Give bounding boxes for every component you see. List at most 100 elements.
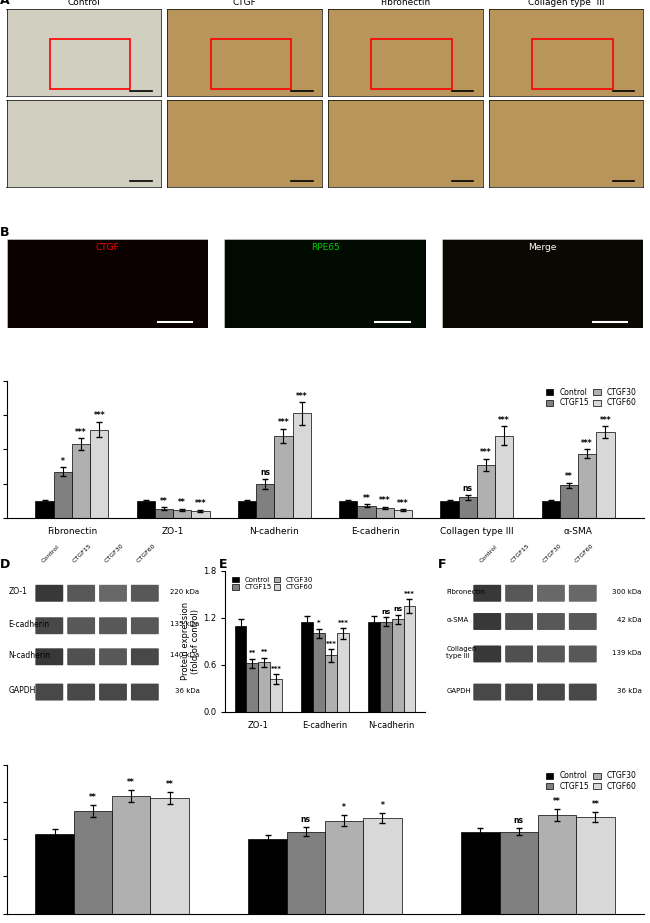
Text: E: E: [219, 557, 227, 570]
Bar: [376, 508, 394, 518]
Text: Collagen type  III: Collagen type III: [528, 0, 605, 7]
Text: ***: ***: [278, 418, 289, 427]
Bar: [36, 834, 74, 914]
Text: CTGF60: CTGF60: [573, 543, 594, 564]
Text: **: **: [127, 778, 135, 787]
Text: Control: Control: [68, 0, 100, 7]
Text: **: **: [89, 793, 97, 802]
Text: CTGF60: CTGF60: [135, 543, 156, 564]
Bar: [576, 817, 614, 914]
FancyBboxPatch shape: [67, 648, 95, 665]
Text: **: **: [592, 799, 599, 809]
Bar: [394, 510, 412, 518]
FancyBboxPatch shape: [569, 613, 597, 630]
FancyBboxPatch shape: [35, 585, 63, 602]
Text: ***: ***: [296, 391, 307, 401]
FancyBboxPatch shape: [67, 585, 95, 602]
Bar: [270, 679, 282, 712]
Bar: [72, 444, 90, 518]
Bar: [301, 622, 313, 712]
Bar: [477, 465, 495, 518]
Text: ns: ns: [514, 816, 524, 825]
Text: ***: ***: [194, 499, 206, 508]
Bar: [238, 501, 256, 518]
FancyBboxPatch shape: [131, 684, 159, 701]
Legend: Control, CTGF15, CTGF30, CTGF60: Control, CTGF15, CTGF30, CTGF60: [229, 574, 316, 593]
Text: **: **: [261, 650, 268, 655]
Text: D: D: [0, 557, 10, 570]
Text: ***: ***: [271, 665, 282, 672]
FancyBboxPatch shape: [505, 645, 533, 663]
Text: CTGF: CTGF: [96, 243, 119, 252]
FancyBboxPatch shape: [131, 648, 159, 665]
Bar: [287, 832, 325, 914]
Text: ***: ***: [397, 498, 409, 508]
FancyBboxPatch shape: [473, 613, 501, 630]
FancyBboxPatch shape: [537, 613, 565, 630]
Text: ns: ns: [393, 606, 402, 612]
Text: Fibronectin: Fibronectin: [447, 589, 485, 594]
Bar: [459, 497, 477, 518]
Text: *: *: [317, 620, 321, 627]
Text: CTGF15: CTGF15: [72, 543, 92, 564]
Text: CTGF15: CTGF15: [510, 543, 530, 564]
Text: **: **: [178, 498, 186, 507]
Legend: Control, CTGF15, CTGF30, CTGF60: Control, CTGF15, CTGF30, CTGF60: [543, 385, 640, 411]
FancyBboxPatch shape: [569, 684, 597, 701]
Bar: [274, 436, 292, 518]
Bar: [36, 501, 54, 518]
Bar: [495, 436, 514, 518]
Text: CTGF: CTGF: [233, 0, 257, 7]
Text: **: **: [166, 780, 174, 789]
Bar: [368, 622, 380, 712]
Text: ZO-1: ZO-1: [8, 587, 27, 596]
Bar: [578, 454, 596, 518]
Bar: [246, 664, 259, 712]
Text: **: **: [160, 497, 168, 506]
Text: ***: ***: [94, 412, 105, 420]
Text: ***: ***: [581, 438, 593, 448]
Bar: [325, 655, 337, 712]
FancyBboxPatch shape: [569, 645, 597, 663]
Bar: [90, 430, 109, 518]
Text: 140 kDa: 140 kDa: [170, 653, 200, 658]
Bar: [325, 821, 363, 914]
FancyBboxPatch shape: [131, 585, 159, 602]
Text: CTGF30: CTGF30: [103, 543, 124, 564]
FancyBboxPatch shape: [537, 684, 565, 701]
Text: ns: ns: [301, 815, 311, 824]
FancyBboxPatch shape: [505, 585, 533, 602]
FancyBboxPatch shape: [473, 684, 501, 701]
Text: 220 kDa: 220 kDa: [170, 589, 200, 594]
Bar: [235, 626, 246, 712]
Bar: [404, 606, 415, 712]
Legend: Control, CTGF15, CTGF30, CTGF60: Control, CTGF15, CTGF30, CTGF60: [543, 768, 640, 794]
Bar: [441, 501, 459, 518]
Text: ***: ***: [337, 619, 348, 626]
Bar: [339, 501, 358, 518]
Text: Collagen
type III: Collagen type III: [447, 646, 477, 659]
Bar: [596, 432, 614, 518]
Bar: [259, 663, 270, 712]
Text: ***: ***: [599, 415, 611, 425]
Bar: [54, 472, 72, 518]
Text: α-SMA: α-SMA: [447, 617, 469, 623]
Text: Control: Control: [40, 544, 60, 564]
Text: ns: ns: [260, 468, 270, 477]
Bar: [173, 509, 191, 518]
Bar: [155, 509, 173, 518]
Bar: [150, 798, 188, 914]
FancyBboxPatch shape: [537, 645, 565, 663]
Text: *: *: [380, 801, 384, 810]
Text: GAPDH: GAPDH: [447, 688, 471, 694]
FancyBboxPatch shape: [505, 613, 533, 630]
Text: N-cadherin: N-cadherin: [8, 651, 51, 660]
Text: **: **: [363, 494, 370, 503]
Bar: [191, 510, 209, 518]
Y-axis label: Protein expression
(fold of control): Protein expression (fold of control): [181, 602, 200, 680]
Text: **: **: [249, 650, 256, 656]
Text: ***: ***: [75, 427, 87, 437]
FancyBboxPatch shape: [131, 617, 159, 634]
Text: 42 kDa: 42 kDa: [617, 617, 642, 623]
Text: A: A: [0, 0, 10, 7]
